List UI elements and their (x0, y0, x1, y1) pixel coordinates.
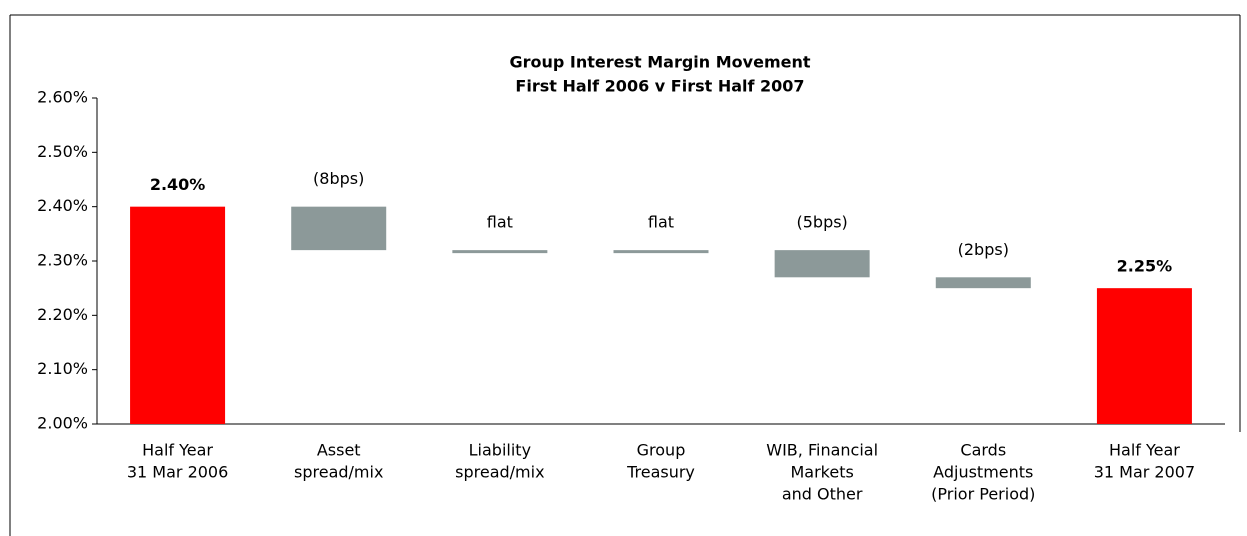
bar (935, 277, 1031, 289)
x-tick-label: Group (637, 441, 686, 460)
value-label: (2bps) (958, 240, 1009, 259)
x-tick-label: Markets (790, 463, 853, 482)
x-tick-label: spread/mix (455, 463, 544, 482)
bar (291, 206, 387, 251)
x-tick-label: Adjustments (933, 463, 1033, 482)
x-tick-label: Cards (960, 441, 1006, 460)
y-tick-label: 2.50% (37, 142, 88, 161)
value-label: (5bps) (796, 213, 847, 232)
x-tick-label: 31 Mar 2007 (1094, 463, 1195, 482)
value-label: 2.25% (1117, 257, 1173, 276)
y-tick-label: 2.30% (37, 251, 88, 270)
x-tick-label: Half Year (1109, 441, 1180, 460)
bar (452, 250, 548, 254)
chart-subtitle: First Half 2006 v First Half 2007 (515, 77, 804, 96)
x-tick-label: Half Year (142, 441, 213, 460)
bar (774, 250, 870, 278)
x-tick-label: WIB, Financial (766, 441, 878, 460)
y-tick-label: 2.60% (37, 88, 88, 107)
value-label: 2.40% (150, 175, 206, 194)
value-label: flat (487, 213, 513, 232)
y-tick-label: 2.40% (37, 196, 88, 215)
x-tick-label: Asset (317, 441, 361, 460)
bar (130, 206, 226, 424)
x-tick-label: (Prior Period) (931, 485, 1035, 504)
bar (613, 250, 709, 254)
x-tick-label: Liability (469, 441, 531, 460)
x-tick-label: Treasury (626, 463, 695, 482)
value-label: (8bps) (313, 169, 364, 188)
x-tick-label: spread/mix (294, 463, 383, 482)
x-tick-label: and Other (782, 485, 863, 504)
x-tick-label: 31 Mar 2006 (127, 463, 228, 482)
bar (1096, 288, 1192, 424)
value-label: flat (648, 213, 674, 232)
chart-title: Group Interest Margin Movement (509, 53, 810, 72)
y-tick-label: 2.20% (37, 305, 88, 324)
y-tick-label: 2.00% (37, 414, 88, 433)
y-tick-label: 2.10% (37, 359, 88, 378)
